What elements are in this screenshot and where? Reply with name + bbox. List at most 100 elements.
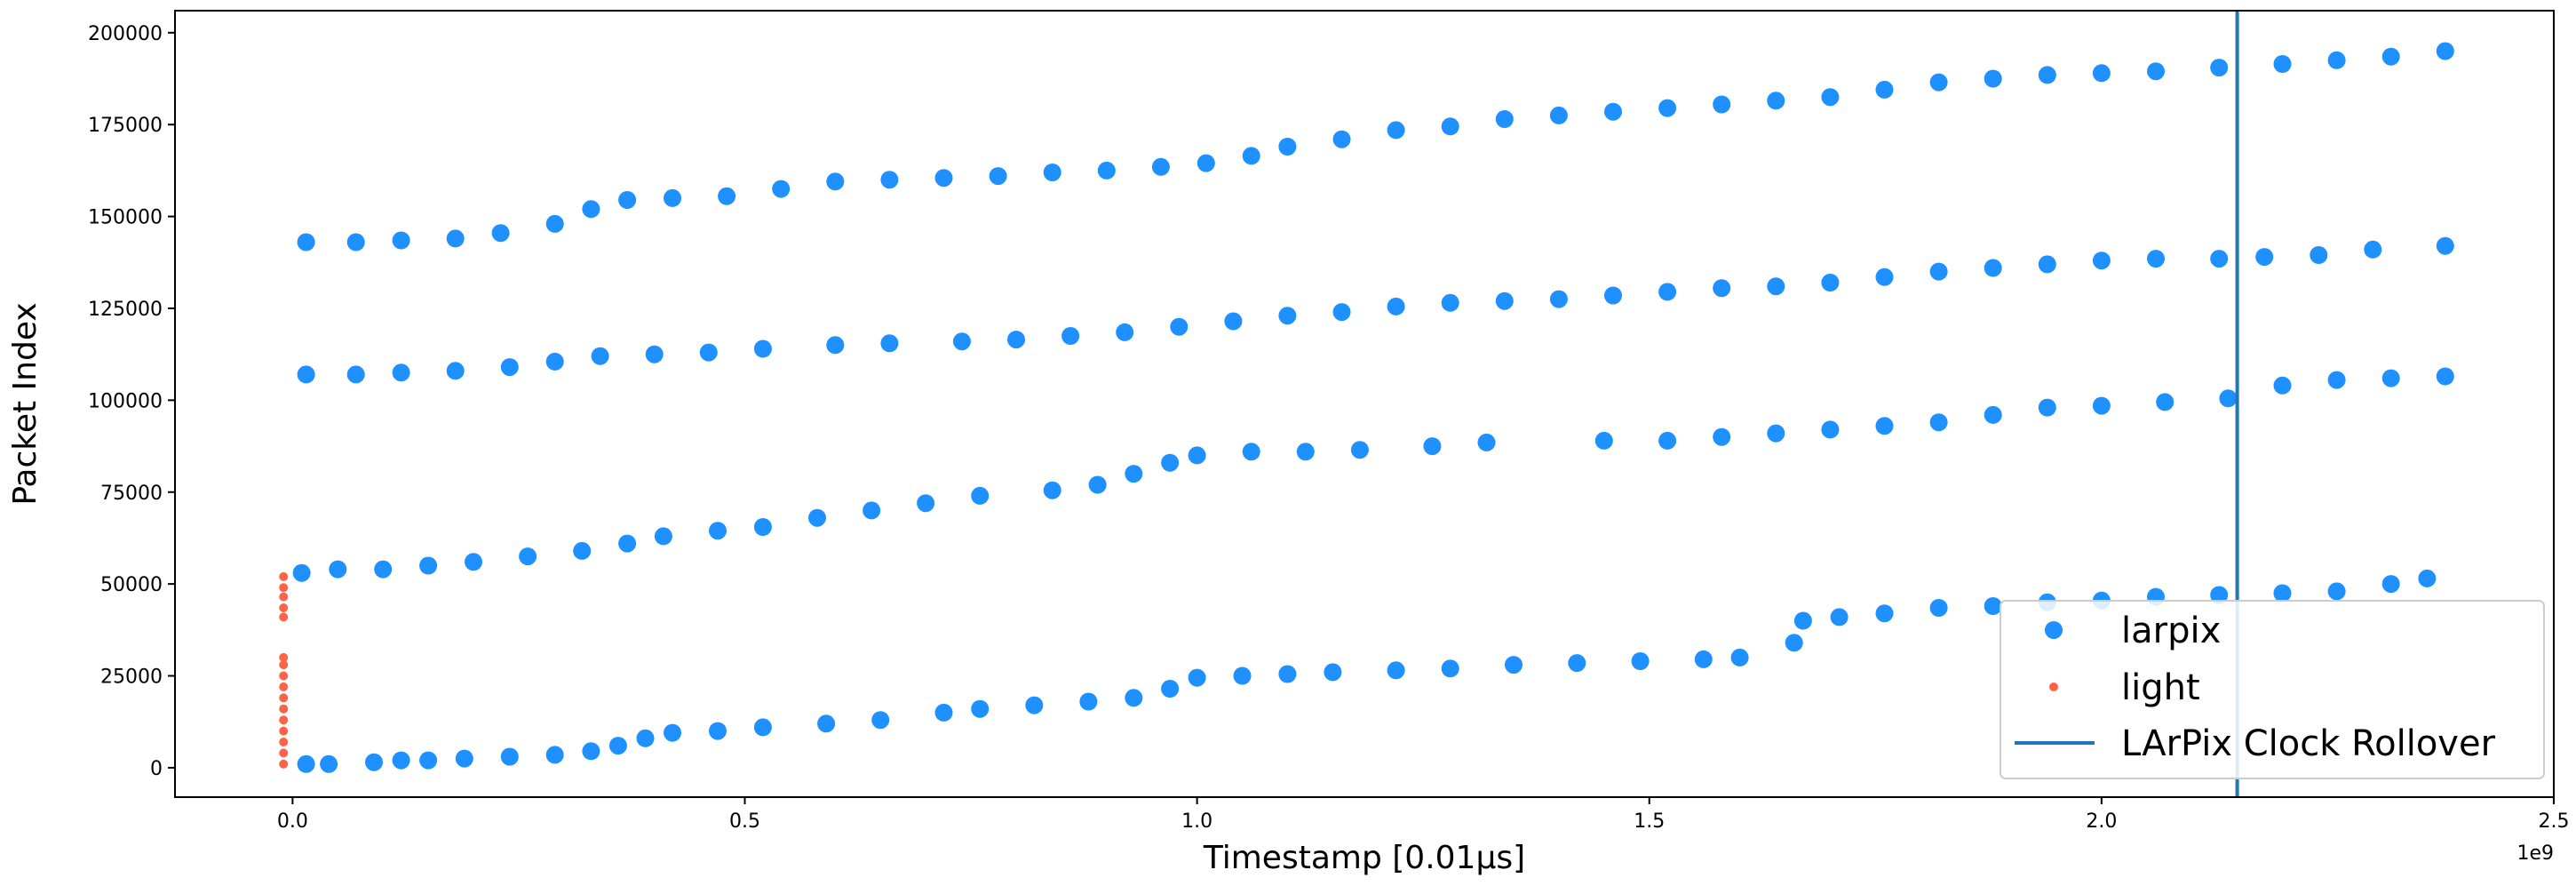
point-larpix (1441, 117, 1459, 136)
point-larpix (1929, 73, 1948, 92)
point-larpix (491, 224, 510, 243)
point-larpix (1197, 154, 1215, 172)
point-larpix (591, 347, 609, 365)
point-larpix (297, 754, 315, 773)
point-light (279, 571, 289, 581)
point-larpix (2436, 236, 2454, 255)
point-larpix (664, 723, 681, 742)
point-light (279, 759, 289, 769)
point-light (279, 652, 289, 662)
point-larpix (2273, 376, 2292, 395)
y-tick-label: 0 (150, 758, 163, 780)
point-larpix (2219, 389, 2238, 408)
point-larpix (1332, 303, 1351, 322)
point-larpix (297, 233, 315, 251)
point-larpix (519, 547, 537, 566)
point-larpix (446, 362, 465, 380)
point-larpix (2092, 251, 2111, 270)
x-tick-label: 0.5 (729, 810, 760, 833)
point-larpix (1495, 291, 1514, 310)
point-larpix (365, 753, 383, 771)
point-larpix (2436, 367, 2454, 386)
point-larpix (1658, 99, 1677, 117)
y-tick-label: 125000 (88, 299, 163, 321)
point-larpix (1929, 262, 1948, 281)
point-larpix (989, 167, 1007, 186)
x-tick-label: 2.5 (2539, 810, 2570, 833)
point-larpix (1713, 95, 1731, 114)
point-larpix (1161, 453, 1180, 472)
y-axis-label: Packet Index (7, 302, 44, 505)
point-larpix (1658, 283, 1677, 301)
point-larpix (1658, 431, 1677, 450)
point-larpix (2038, 66, 2056, 84)
x-axis-offset-label: 1e9 (2516, 842, 2554, 865)
legend-marker-light (2049, 682, 2058, 691)
point-light (279, 612, 289, 622)
point-larpix (2327, 51, 2346, 69)
point-larpix (709, 522, 727, 540)
point-larpix (1549, 290, 1568, 308)
point-larpix (2210, 586, 2229, 604)
point-larpix (645, 345, 664, 363)
point-larpix (1423, 437, 1442, 456)
point-larpix (1278, 665, 1297, 683)
legend-box (2000, 600, 2545, 779)
point-larpix (1350, 441, 1369, 459)
point-larpix (2038, 255, 2056, 274)
point-larpix (1830, 608, 1849, 627)
point-larpix (1125, 689, 1143, 707)
point-larpix (1713, 279, 1731, 298)
point-larpix (1188, 446, 1206, 465)
point-larpix (374, 560, 393, 579)
point-larpix (1821, 420, 1840, 439)
point-larpix (500, 747, 519, 766)
legend-label-rollover: LArPix Clock Rollover (2121, 723, 2496, 764)
point-larpix (1088, 475, 1107, 494)
point-light (279, 592, 289, 602)
point-larpix (1441, 659, 1459, 678)
point-larpix (1296, 443, 1315, 461)
point-larpix (1767, 424, 1785, 443)
point-larpix (880, 334, 899, 353)
point-larpix (1151, 157, 1170, 176)
point-larpix (392, 363, 410, 382)
point-larpix (880, 171, 899, 189)
point-larpix (582, 742, 600, 761)
point-larpix (863, 501, 881, 520)
point-larpix (1984, 597, 2002, 615)
point-light (279, 660, 289, 670)
point-larpix (608, 737, 627, 755)
point-larpix (1694, 650, 1713, 668)
point-larpix (753, 718, 772, 737)
point-larpix (2156, 393, 2174, 411)
point-larpix (1477, 433, 1496, 451)
point-light (279, 671, 289, 681)
point-larpix (2327, 582, 2346, 601)
x-tick-label: 1.5 (1634, 810, 1665, 833)
legend-label-light: light (2121, 667, 2200, 708)
point-larpix (320, 754, 338, 773)
x-axis-label: Timestamp [0.01μs] (1203, 840, 1525, 876)
point-larpix (1568, 654, 1586, 673)
point-larpix (1387, 661, 1405, 680)
point-light (279, 748, 289, 758)
point-light (279, 583, 289, 593)
point-larpix (1713, 427, 1731, 446)
point-larpix (582, 200, 600, 219)
point-larpix (1125, 465, 1143, 483)
point-light (279, 704, 289, 714)
point-larpix (1875, 80, 1894, 99)
point-larpix (2364, 240, 2382, 259)
legend: larpix light LArPix Clock Rollover (2000, 600, 2545, 779)
point-larpix (1730, 648, 1749, 666)
y-tick-label: 50000 (100, 574, 163, 596)
legend-marker-larpix (2045, 621, 2063, 639)
point-larpix (1821, 274, 1840, 291)
point-light (279, 726, 289, 736)
point-larpix (1793, 611, 1812, 630)
point-larpix (545, 352, 564, 371)
point-larpix (709, 722, 727, 740)
point-larpix (1594, 431, 1613, 450)
